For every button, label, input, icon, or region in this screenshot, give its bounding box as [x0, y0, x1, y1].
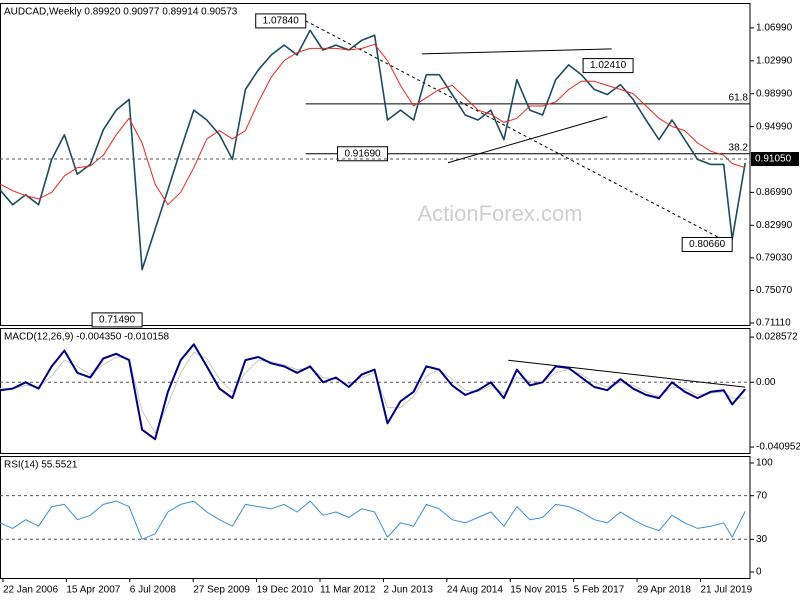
price-annotation-label: 0.71490 [99, 315, 136, 326]
x-tick-label: 6 Jul 2008 [130, 585, 177, 596]
x-tick-label: 11 Mar 2012 [320, 585, 376, 596]
price-annotation-box [91, 312, 143, 328]
price-annotation-box [255, 13, 307, 29]
price-annotation-label: 1.07840 [263, 16, 300, 27]
last-price-label: 0.91050 [755, 154, 792, 165]
x-tick-label: 29 Apr 2018 [637, 585, 691, 596]
trendline [447, 116, 608, 164]
price-annotation-box [582, 58, 634, 74]
y-tick-label: 100 [756, 458, 773, 469]
y-tick-label: 0.71110 [756, 318, 791, 329]
x-tick-label: 22 Jan 2006 [3, 585, 58, 596]
x-tick-label: 24 Aug 2014 [447, 585, 504, 596]
panel-frame [0, 3, 751, 326]
y-tick-label: 70 [756, 490, 768, 501]
x-tick-label: 5 Feb 2017 [574, 585, 625, 596]
y-tick-label: 0.86990 [756, 187, 793, 198]
panel-title: AUDCAD,Weekly 0.89920 0.90977 0.89914 0.… [4, 7, 238, 18]
x-tick-label: 27 Sep 2009 [193, 585, 250, 596]
y-tick-label: 0.82990 [756, 220, 793, 231]
y-tick-label: -0.040952 [756, 442, 800, 453]
x-tick-label: 2 Jun 2013 [383, 585, 433, 596]
price-annotation-label: 0.80660 [689, 239, 726, 250]
trendline [508, 359, 746, 388]
price-annotation-box [337, 146, 389, 162]
y-tick-label: 0.79030 [756, 253, 793, 264]
price-annotation-box [681, 236, 733, 252]
x-tick-label: 21 Jul 2019 [700, 585, 752, 596]
y-tick-label: 0.00 [756, 377, 776, 388]
x-tick-label: 19 Dec 2010 [257, 585, 314, 596]
level-label: 61.8 [729, 93, 749, 104]
panel-frame [0, 456, 751, 579]
trendline [421, 48, 612, 55]
series-line [0, 29, 746, 271]
price-annotation-label: 1.02410 [590, 60, 627, 71]
y-tick-label: 1.02990 [756, 55, 793, 66]
x-tick-label: 15 Nov 2015 [510, 585, 567, 596]
watermark: ActionForex.com [417, 201, 582, 226]
y-tick-label: 0.75070 [756, 285, 793, 296]
x-tick-label: 15 Apr 2007 [66, 585, 120, 596]
last-price-box [751, 152, 799, 167]
panel-title: RSI(14) 55.5521 [4, 460, 78, 471]
y-tick-label: 0.94990 [756, 121, 793, 132]
trendline [305, 20, 733, 245]
panel-frame [0, 328, 751, 454]
y-tick-label: 0 [756, 567, 762, 578]
series-line [0, 43, 746, 206]
series-line [0, 500, 746, 540]
y-tick-label: 0.028572 [756, 332, 798, 343]
panel-title: MACD(12,26,9) -0.004350 -0.010158 [4, 332, 170, 343]
series-line [0, 343, 746, 441]
y-tick-label: 1.06990 [756, 23, 793, 34]
y-tick-label: 0.98990 [756, 88, 793, 99]
level-label: 38.2 [729, 142, 749, 153]
y-tick-label: 30 [756, 534, 768, 545]
price-annotation-label: 0.91690 [344, 148, 381, 159]
